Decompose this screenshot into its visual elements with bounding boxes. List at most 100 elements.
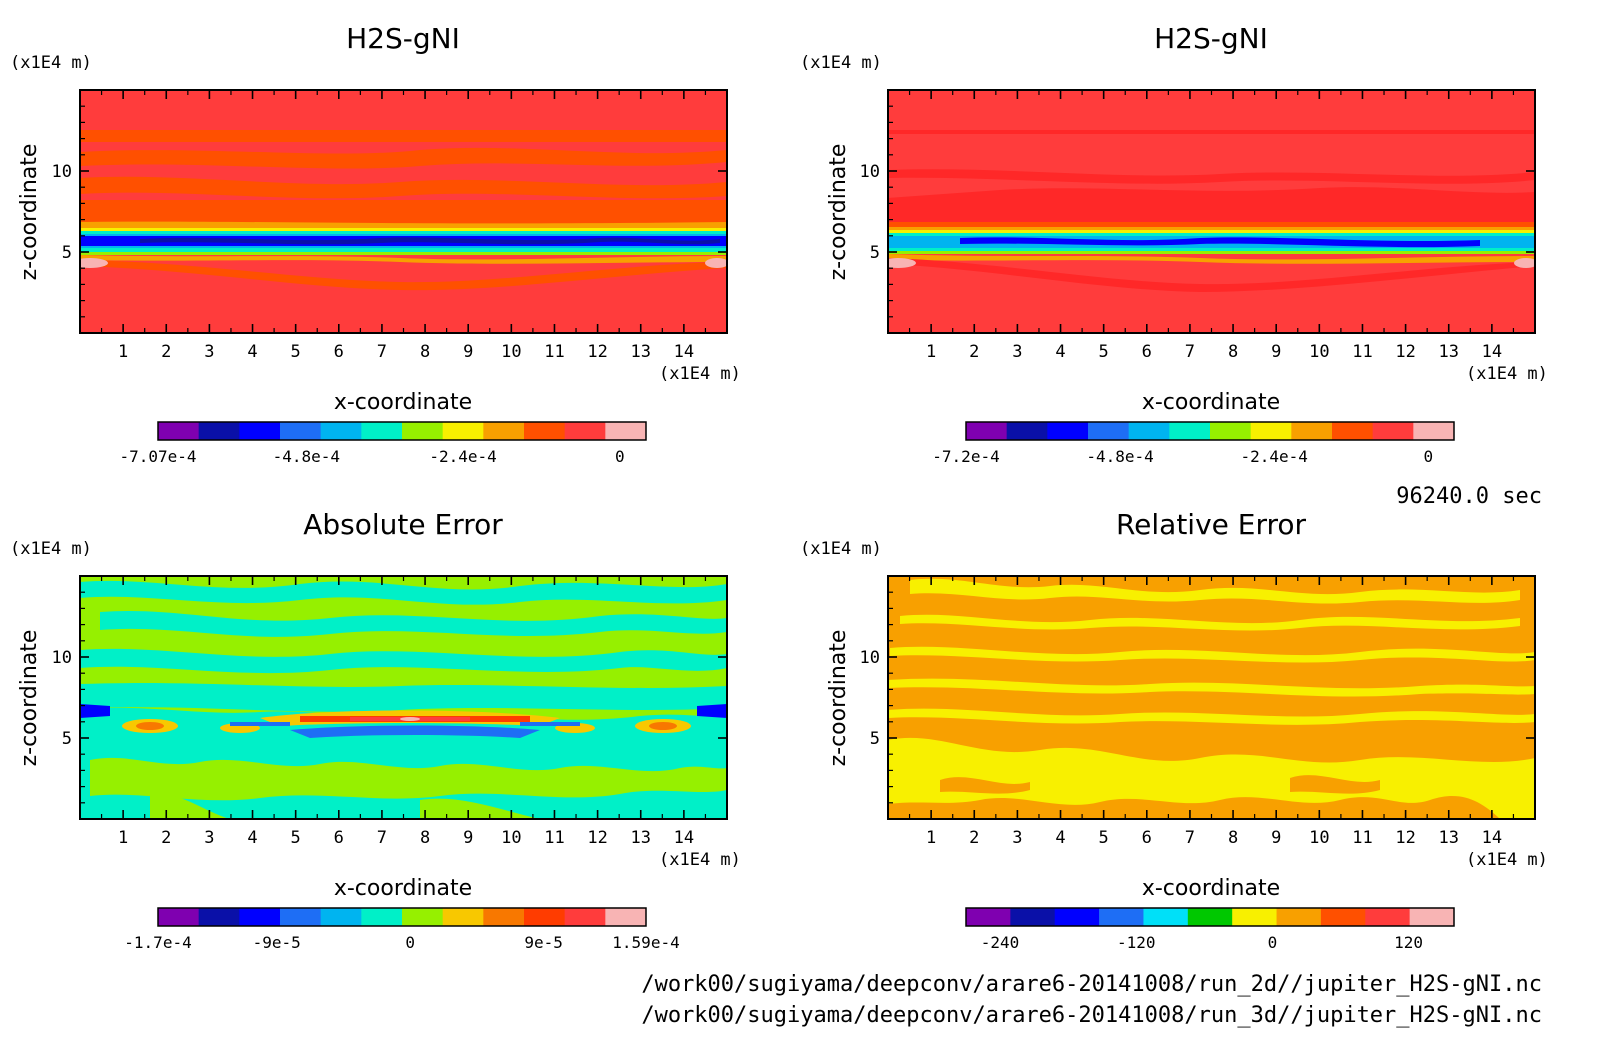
y-tick-label: 10 [52,648,72,668]
x-tick-label: 7 [377,828,387,848]
colorbar-swatch [1276,908,1322,926]
file-path-2d: /work00/sugiyama/deepconv/arare6-2014100… [641,972,1542,997]
colorbar-swatch [1413,422,1455,440]
x-tick-label: 4 [1055,342,1065,362]
x-tick-label: 6 [334,828,344,848]
colorbar-frame [157,907,647,927]
x-tick-label: 12 [587,828,607,848]
colorbar: -7.07e-4 -4.8e-4 -2.4e-4 0 [119,421,647,466]
colorbar-swatch [564,908,606,926]
plot-title: H2S-gNI [346,22,460,55]
colorbar-swatch [442,422,484,440]
colorbar-label: -2.4e-4 [429,447,496,466]
x-tick-label: 3 [1012,828,1022,848]
x-tick-label: 1 [118,342,128,362]
colorbar-frame [965,907,1455,927]
colorbar-swatch [1232,908,1278,926]
colorbar-swatch [1332,422,1374,440]
colorbar-label: -7.2e-4 [932,447,999,466]
colorbar-label: -7.07e-4 [119,447,196,466]
colorbar-label: -1.7e-4 [124,933,191,952]
colorbar-swatch [605,908,647,926]
x-tick-label: 1 [926,828,936,848]
colorbar-label: 120 [1394,933,1423,952]
plot-title: Absolute Error [303,508,503,541]
colorbar-label: -2.4e-4 [1240,447,1307,466]
plot-title: H2S-gNI [1154,22,1268,55]
y-axis-label: z-coordinate [826,630,851,767]
colorbar-swatch [1372,422,1414,440]
colorbar-swatch [1169,422,1211,440]
colorbar-swatch [442,908,484,926]
colorbar-swatch [1210,422,1252,440]
colorbar-swatch [320,908,362,926]
tick-marks [80,90,727,333]
colorbar-label: -9e-5 [253,933,301,952]
y-unit-label: (x1E4 m) [800,539,882,559]
colorbar-frame [965,421,1455,441]
y-unit-label: (x1E4 m) [10,539,92,559]
colorbar-swatch [1365,908,1411,926]
colorbar-label: -240 [981,933,1020,952]
x-tick-label: 13 [630,828,650,848]
x-unit-label: (x1E4 m) [1466,364,1548,384]
x-unit-label: (x1E4 m) [659,850,741,870]
x-tick-label: 8 [1228,342,1238,362]
colorbar-swatch [524,908,566,926]
x-tick-label: 8 [1228,828,1238,848]
colorbar-swatch [1010,908,1056,926]
colorbar-swatch [524,422,566,440]
x-tick-label: 2 [161,828,171,848]
x-tick-label: 10 [501,828,521,848]
y-axis-label: z-coordinate [17,630,42,767]
colorbar-swatch [1143,908,1189,926]
x-tick-label: 6 [334,342,344,362]
file-path-3d: /work00/sugiyama/deepconv/arare6-2014100… [641,1003,1542,1028]
colorbar-swatch [483,422,525,440]
field-absolute-error [80,576,727,819]
y-tick-label: 10 [860,162,880,182]
x-tick-label: 7 [1185,342,1195,362]
x-tick-label: 9 [463,342,473,362]
colorbar-swatch [361,422,403,440]
x-tick-label: 12 [587,342,607,362]
x-tick-label: 3 [204,828,214,848]
colorbar-frame [157,421,647,441]
x-tick-label: 4 [1055,828,1065,848]
x-tick-label: 6 [1142,828,1152,848]
y-unit-label: (x1E4 m) [800,53,882,73]
colorbar-label: -120 [1117,933,1156,952]
x-tick-label: 11 [1352,342,1372,362]
colorbar-swatch [1054,908,1100,926]
x-tick-label: 13 [630,342,650,362]
x-tick-label: 11 [544,342,564,362]
colorbar-swatch [280,422,322,440]
colorbar-swatch [1006,422,1048,440]
x-tick-label: 4 [247,828,257,848]
colorbar-swatch [1099,908,1144,926]
x-tick-label: 9 [463,828,473,848]
x-tick-label: 11 [1352,828,1372,848]
colorbar: -240 -120 0 120 [965,907,1455,952]
x-tick-label: 2 [969,828,979,848]
x-unit-label: (x1E4 m) [1466,850,1548,870]
x-tick-label: 4 [247,342,257,362]
colorbar-swatch [239,422,281,440]
y-tick-label: 5 [62,243,72,263]
colorbar: -1.7e-4 -9e-5 0 9e-5 1.59e-4 [124,907,680,952]
colorbar-swatch [564,422,606,440]
x-axis-label: x-coordinate [1142,390,1280,415]
x-tick-label: 5 [291,828,301,848]
y-tick-label: 5 [870,729,880,749]
colorbar-swatch [1088,422,1130,440]
colorbar-swatch [1128,422,1170,440]
colorbar-swatch [280,908,322,926]
x-tick-label: 10 [1309,828,1329,848]
